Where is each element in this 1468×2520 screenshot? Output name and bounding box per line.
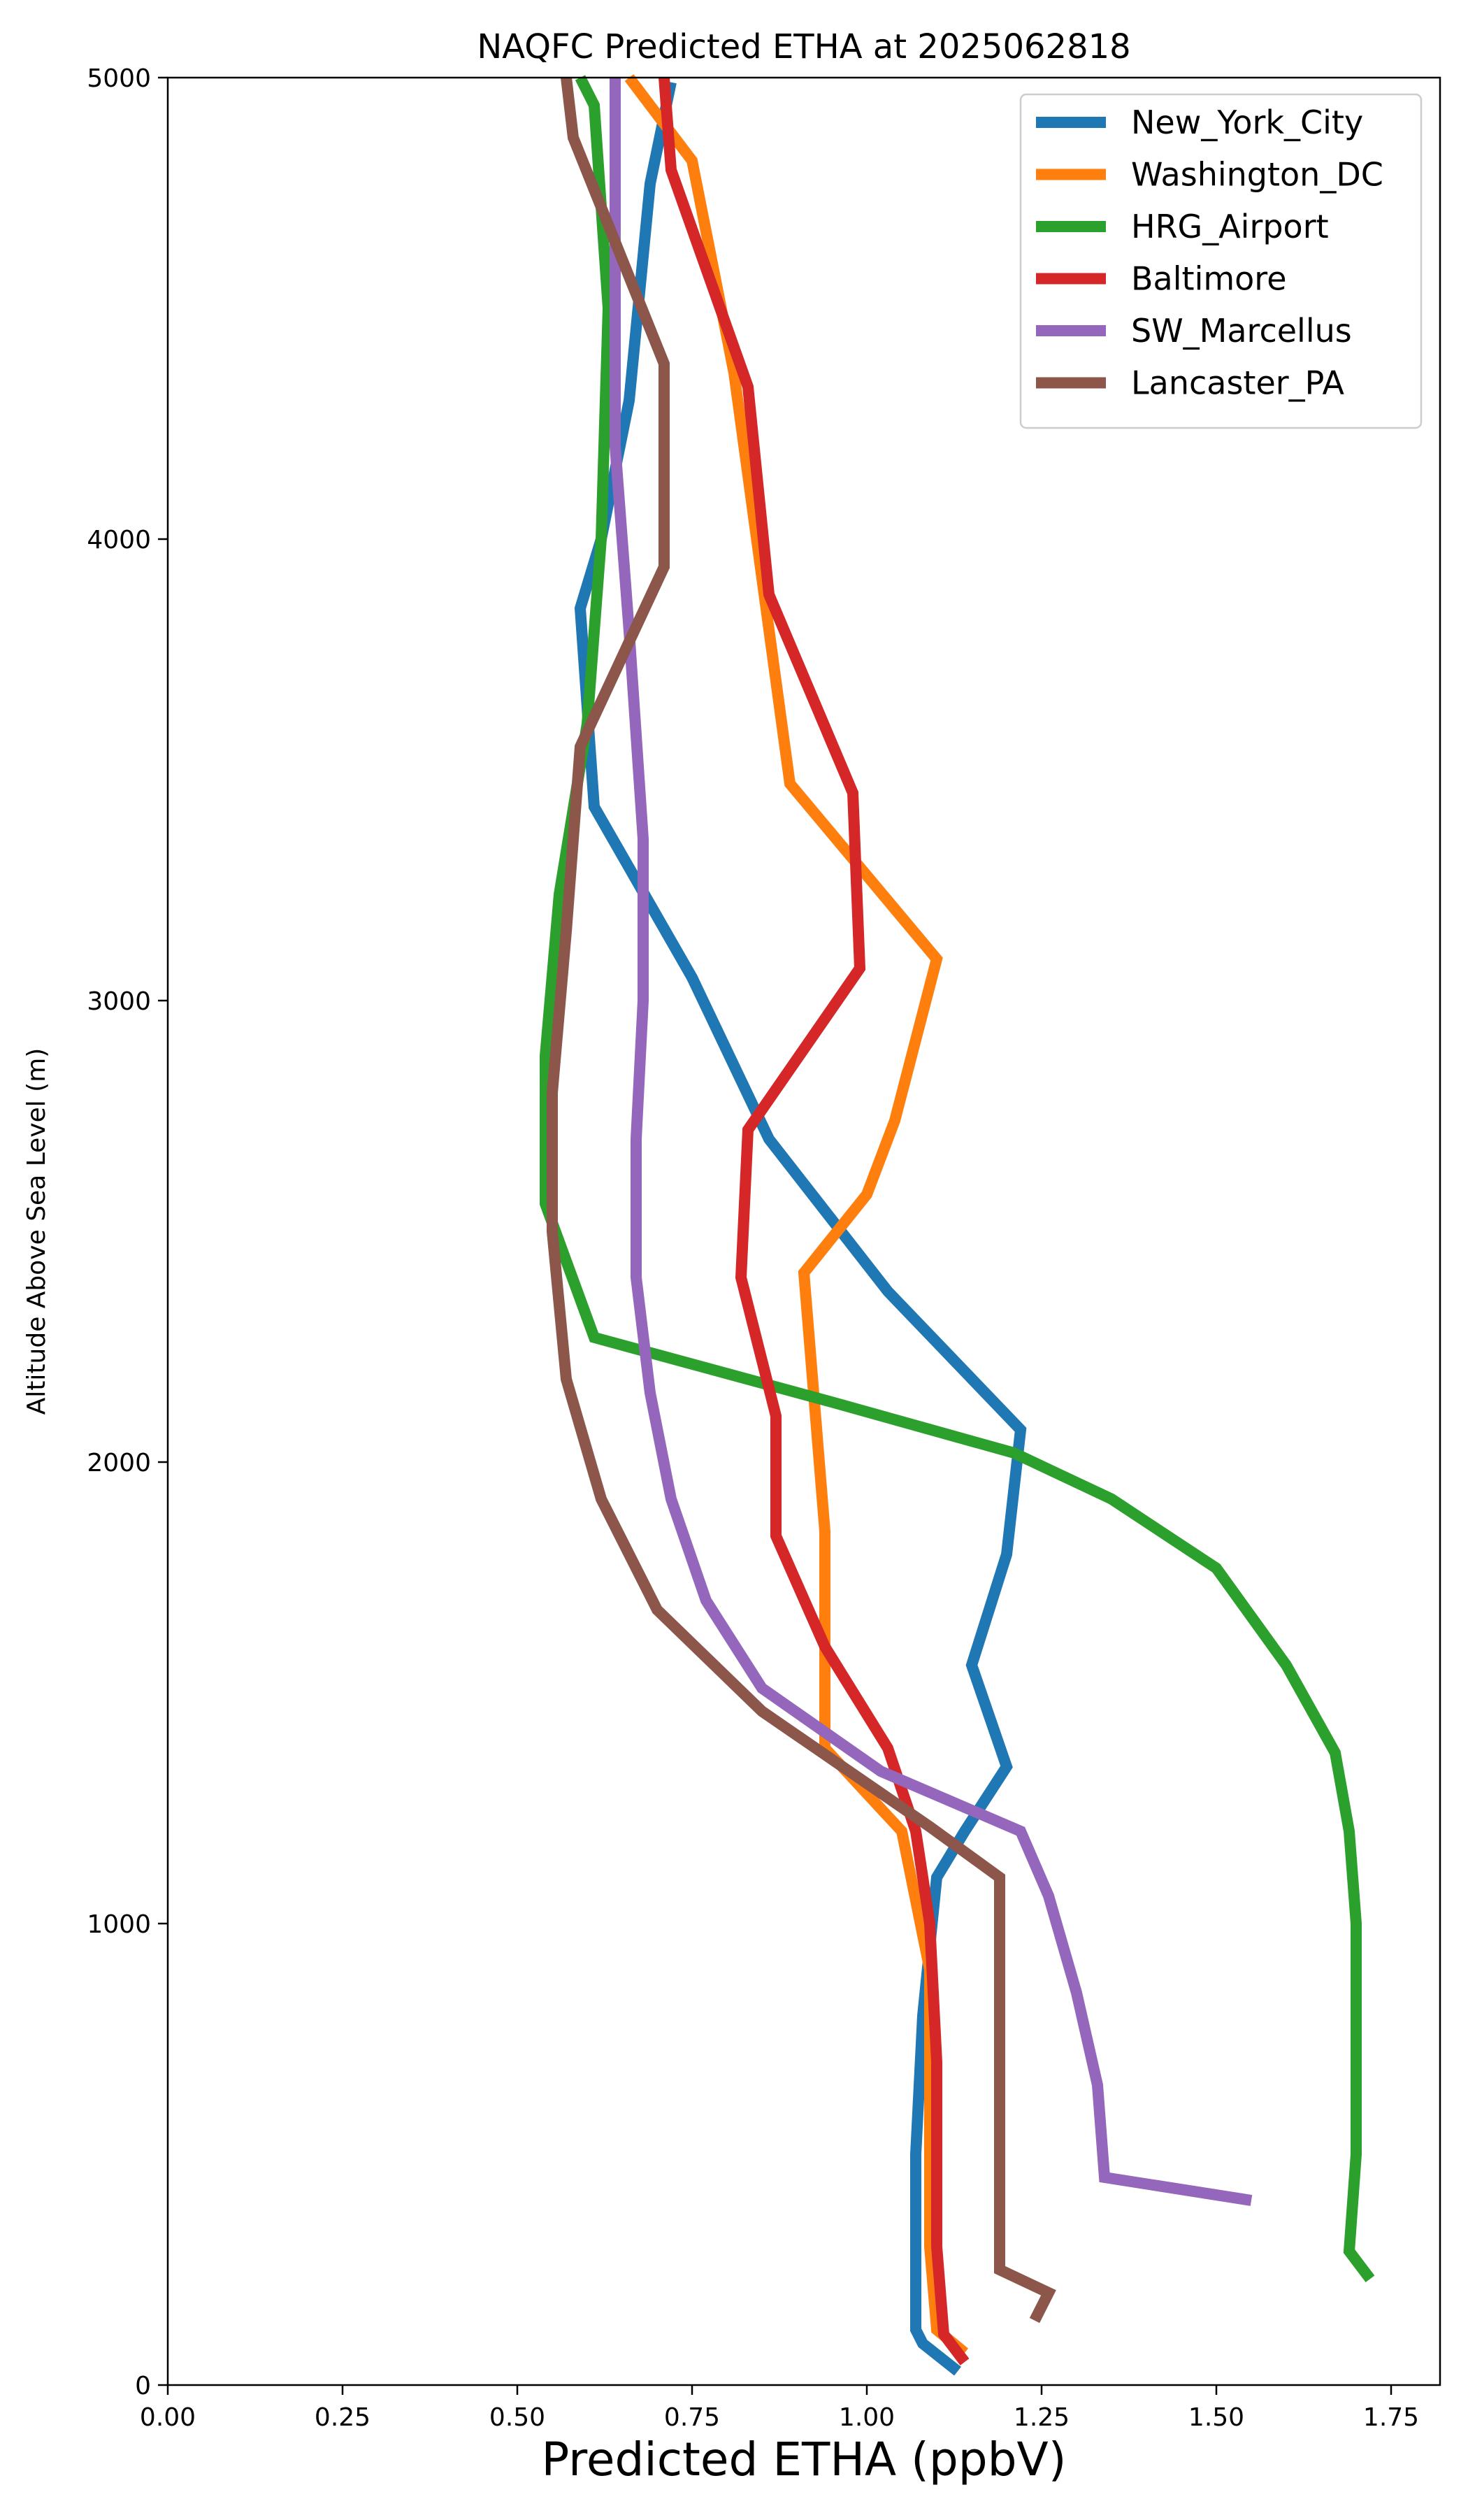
series-line-new-york-city: [574, 80, 1027, 2376]
y-tick-label: 3000: [87, 987, 151, 1016]
legend-label: Washington_DC: [1131, 156, 1383, 194]
x-tick-label: 0.50: [489, 2403, 545, 2432]
series-line-sw-marcellus: [610, 78, 1253, 2206]
y-tick-label: 0: [135, 2372, 151, 2400]
series-line-hrg-airport: [540, 75, 1375, 2283]
plot-area: 0.00 0.25 0.50 0.75 1.00 1.25 1.50 1.75 0 1000 200…: [87, 64, 1441, 2432]
axes-layer: 0.00 0.25 0.50 0.75 1.00 1.25 1.50 1.75 0 1000 200…: [87, 64, 1419, 2432]
legend: New_York_City Washington_DC HRG_Airport Bal…: [1019, 93, 1423, 429]
x-tick-label: 1.25: [1014, 2403, 1070, 2432]
legend-label: HRG_Airport: [1131, 208, 1329, 245]
x-axis-label: Predicted ETHA (ppbV): [542, 2433, 1067, 2486]
y-axis-label: Altitude Above Sea Level (m): [22, 1048, 51, 1415]
chart-title: NAQFC Predicted ETHA at 2025062818: [477, 27, 1130, 66]
series-layer: [540, 74, 1375, 2376]
legend-label: New_York_City: [1131, 103, 1363, 141]
x-tick-label: 1.50: [1188, 2403, 1244, 2432]
y-tick-label: 5000: [87, 64, 151, 93]
x-tick-label: 1.75: [1363, 2403, 1419, 2432]
legend-label: Baltimore: [1131, 260, 1287, 298]
x-tick-label: 0.25: [315, 2403, 370, 2432]
y-tick-label: 2000: [87, 1449, 151, 1477]
x-tick-label: 1.00: [839, 2403, 895, 2432]
plot-frame: [166, 76, 1441, 2386]
legend-label: SW_Marcellus: [1131, 312, 1352, 350]
x-tick-label: 0.00: [140, 2403, 196, 2432]
legend-label: Lancaster_PA: [1131, 364, 1344, 402]
y-tick-label: 4000: [87, 526, 151, 554]
series-line-baltimore: [659, 77, 970, 2365]
legend-box: [1019, 93, 1423, 429]
series-line-lancaster-pa: [547, 77, 1056, 2324]
x-tick-label: 0.75: [664, 2403, 720, 2432]
y-tick-label: 1000: [87, 1910, 151, 1939]
